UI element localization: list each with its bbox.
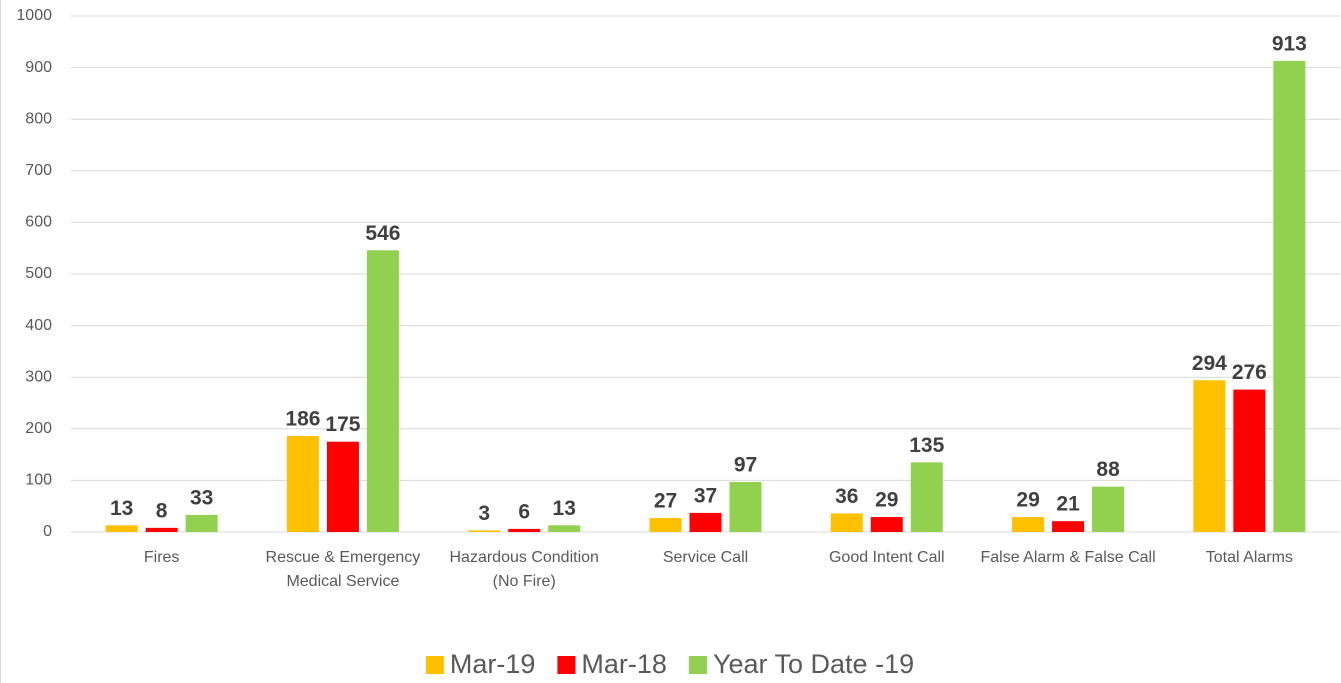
x-tick-label-line: (No Fire)	[493, 573, 556, 590]
legend: Mar-19 Mar-18 Year To Date -19	[425, 649, 914, 679]
data-label: 13	[553, 497, 576, 520]
y-tick-label: 0	[43, 523, 52, 540]
bar	[830, 513, 863, 532]
x-tick-label-line: Medical Service	[286, 573, 399, 590]
data-label: 546	[365, 222, 400, 245]
x-tick-label: Rescue & Emergency Medical Service	[266, 549, 421, 590]
x-tick-label-line: Rescue & Emergency	[266, 549, 421, 566]
bar	[1052, 521, 1085, 532]
y-tick-label: 600	[25, 214, 52, 231]
x-tick-label: False Alarm & False Call	[980, 549, 1155, 566]
bar	[729, 481, 762, 532]
data-label: 29	[875, 489, 898, 512]
y-tick-label: 900	[25, 59, 52, 76]
data-label: 3	[478, 502, 490, 525]
bar	[286, 436, 319, 532]
bar	[870, 517, 903, 532]
data-label: 6	[518, 500, 530, 523]
data-label: 37	[694, 484, 717, 507]
bar	[185, 514, 218, 532]
data-label: 29	[1016, 489, 1039, 512]
bar	[1193, 380, 1226, 532]
bar	[649, 518, 682, 532]
x-tick-label: Service Call	[663, 549, 748, 566]
data-label: 88	[1096, 458, 1120, 481]
data-label: 186	[285, 408, 320, 431]
x-tick-label: Total Alarms	[1206, 549, 1293, 566]
data-label: 36	[835, 485, 858, 508]
y-tick-label: 200	[25, 420, 52, 437]
y-tick-label: 1000	[16, 7, 52, 24]
data-label: 913	[1272, 32, 1307, 55]
bar	[910, 462, 943, 532]
bar	[105, 525, 138, 532]
y-tick-label: 100	[25, 472, 52, 489]
bar	[145, 527, 178, 532]
y-tick-label: 800	[25, 110, 52, 127]
bar	[468, 530, 501, 532]
data-label: 135	[909, 434, 944, 457]
y-tick-label: 300	[25, 368, 52, 385]
data-label: 175	[325, 413, 360, 436]
bar	[1233, 389, 1266, 532]
legend-swatch	[425, 656, 444, 674]
bar	[548, 525, 581, 532]
legend-swatch	[688, 656, 707, 674]
y-tick-label: 700	[25, 162, 52, 179]
x-tick-label-line: Hazardous Condition	[450, 549, 599, 566]
bar	[1012, 517, 1045, 532]
y-tick-label: 500	[25, 265, 52, 282]
legend-label: Year To Date -19	[713, 649, 914, 679]
legend-label: Mar-19	[450, 649, 536, 679]
bar	[508, 528, 541, 532]
legend-label: Mar-18	[581, 649, 667, 679]
x-tick-label: Hazardous Condition (No Fire)	[450, 549, 599, 590]
data-label: 27	[654, 490, 677, 513]
data-label: 8	[156, 499, 168, 522]
data-label: 276	[1232, 361, 1267, 384]
x-tick-label: Good Intent Call	[829, 549, 945, 566]
data-label: 21	[1056, 493, 1080, 516]
x-tick-label: Fires	[144, 549, 180, 566]
legend-swatch	[557, 656, 576, 674]
y-tick-label: 400	[25, 317, 52, 334]
data-label: 13	[110, 497, 133, 520]
data-label: 33	[190, 487, 213, 510]
bar	[689, 512, 722, 532]
bar	[326, 441, 359, 532]
data-label: 97	[734, 453, 757, 476]
data-label: 294	[1192, 352, 1227, 375]
bar	[366, 250, 399, 533]
bar	[1092, 486, 1125, 532]
bar	[1273, 60, 1306, 532]
